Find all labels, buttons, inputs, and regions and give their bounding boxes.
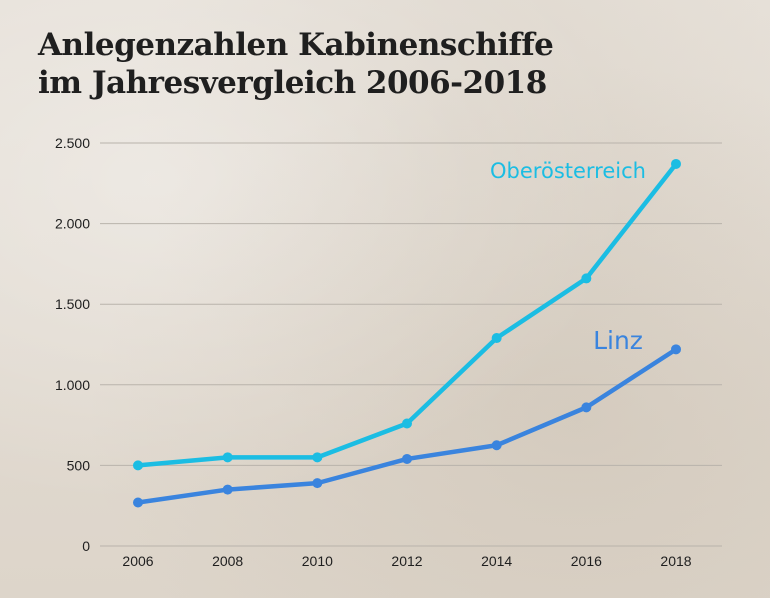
chart-title-line-2: im Jahresvergleich 2006-2018 [38, 65, 547, 101]
chart-title-line-1: Anlegenzahlen Kabinenschiffe [38, 27, 554, 63]
data-point-oberoesterreich [402, 418, 412, 429]
data-point-linz [671, 344, 681, 355]
y-axis-ticks: 0 500 1.000 1.500 2.000 2.500 [55, 135, 90, 554]
data-point-linz [491, 440, 502, 451]
x-tick-label: 2016 [571, 553, 602, 569]
series-labels: Oberösterreich Linz [490, 159, 646, 355]
x-tick-label: 2008 [212, 553, 243, 569]
x-tick-label: 2006 [122, 553, 153, 569]
series-label-oberoesterreich: Oberösterreich [490, 159, 646, 183]
x-tick-label: 2018 [660, 553, 691, 569]
x-axis-ticks: 2006 2008 2010 2012 2014 2016 2018 [122, 553, 691, 569]
data-point-oberoesterreich [581, 273, 592, 284]
x-tick-label: 2012 [391, 553, 422, 569]
x-tick-label: 2010 [302, 553, 333, 569]
gridlines [100, 142, 722, 547]
data-point-oberoesterreich [312, 452, 323, 463]
data-point-linz [222, 484, 233, 495]
data-point-oberoesterreich [133, 460, 143, 471]
data-point-linz [402, 453, 412, 464]
y-tick-label: 500 [67, 457, 91, 473]
y-tick-label: 2.500 [55, 135, 90, 151]
data-point-linz [312, 478, 323, 489]
y-tick-label: 0 [82, 538, 90, 554]
x-tick-label: 2014 [481, 553, 512, 569]
series-points [133, 158, 681, 508]
data-point-linz [133, 497, 143, 508]
data-point-oberoesterreich [491, 333, 502, 344]
chart-title: Anlegenzahlen Kabinenschiffe im Jahresve… [38, 26, 554, 102]
y-tick-label: 1.500 [55, 296, 90, 312]
y-tick-label: 2.000 [55, 216, 90, 232]
y-tick-label: 1.000 [55, 377, 90, 393]
series-label-linz: Linz [593, 326, 643, 355]
data-point-oberoesterreich [671, 158, 681, 169]
data-point-oberoesterreich [222, 452, 233, 463]
data-point-linz [581, 402, 592, 413]
